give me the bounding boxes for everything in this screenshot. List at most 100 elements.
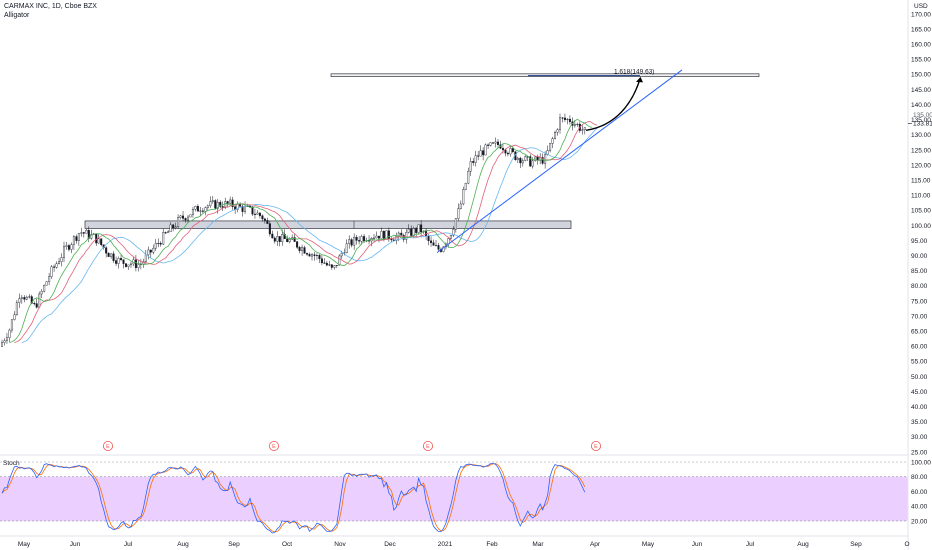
candle [43, 284, 46, 293]
candle-body [134, 259, 137, 268]
candle-body [15, 302, 18, 315]
candle [469, 157, 472, 176]
time-tick-label: Mar [532, 541, 544, 548]
earnings-marker-label: E [272, 444, 276, 450]
price-tick-label: 80.00 [911, 283, 928, 290]
candle [311, 253, 314, 261]
candle-body [199, 210, 202, 212]
candle [60, 253, 63, 267]
candle-body [315, 254, 318, 256]
price-tick-label: 145.00 [911, 87, 931, 94]
candle [105, 246, 108, 258]
candle-body [129, 263, 132, 266]
candle [157, 238, 160, 248]
candle [191, 206, 194, 218]
candle [479, 145, 482, 157]
candle [459, 200, 462, 210]
candle [482, 147, 485, 161]
candle-body [105, 247, 108, 254]
candle-body [559, 117, 562, 130]
time-axis: May Jun Jul Aug Sep Oct Nov Dec 2021 Feb Mar Apr May… [0, 535, 910, 548]
candle-body [164, 232, 167, 234]
candle [129, 261, 132, 268]
candle [348, 235, 351, 249]
candle [531, 157, 534, 169]
candle [147, 246, 150, 260]
price-tick-label: 45.00 [911, 389, 928, 396]
candle-body [430, 240, 433, 243]
candle [417, 224, 420, 235]
earnings-marker-circle [268, 440, 279, 451]
candle-body [1, 342, 4, 347]
candle [53, 264, 56, 272]
candle-body [162, 232, 165, 245]
price-tick-label: 165.00 [911, 26, 931, 33]
time-tick-label: Aug [177, 541, 189, 548]
candle-body [407, 228, 410, 233]
candle-body [172, 224, 175, 228]
alligator-lines [9, 118, 605, 344]
candle-body [568, 118, 571, 122]
candle-body [100, 238, 103, 246]
candle [5, 332, 8, 344]
price-tick-label: 140.00 [911, 102, 931, 109]
candle-body [77, 233, 80, 241]
candle-body [524, 156, 527, 161]
candle-body [301, 247, 304, 251]
time-tick-label: Apr [590, 541, 601, 548]
candle [494, 137, 497, 148]
price-tick-label: 160.00 [911, 42, 931, 49]
candle [278, 236, 281, 247]
support-trendline [436, 69, 683, 254]
candle-body [117, 258, 120, 264]
candle [33, 301, 36, 306]
candle-body [55, 263, 58, 268]
candle [358, 236, 361, 245]
candle [333, 265, 336, 270]
candle [281, 229, 284, 246]
candle [177, 214, 180, 229]
candle-body [380, 230, 383, 239]
candle-body [516, 157, 519, 160]
candle [199, 206, 202, 216]
candle-body [63, 246, 66, 258]
candle-body [521, 160, 524, 164]
candle [568, 115, 571, 125]
candle [253, 208, 256, 219]
candle-body [544, 154, 547, 164]
candle [437, 242, 440, 252]
candle-body [375, 235, 378, 239]
candle [266, 217, 269, 225]
candle-body [70, 244, 73, 250]
candle [221, 201, 224, 211]
candle [407, 224, 410, 234]
price-tick-label: 90.00 [911, 253, 928, 260]
candle-body [462, 189, 465, 205]
candle [112, 251, 115, 263]
time-tick-label: Dec [384, 541, 396, 548]
candle [509, 145, 512, 157]
time-tick-label: O [904, 541, 909, 548]
candle [82, 231, 85, 238]
candle-body [484, 144, 487, 156]
price-tick-label: 70.00 [911, 313, 928, 320]
alligator-teeth-line [14, 120, 598, 344]
candle-body [531, 160, 534, 167]
candle [214, 199, 217, 210]
candle-body [477, 155, 480, 157]
candle-body [541, 157, 544, 164]
candle [306, 252, 309, 257]
candle-body [353, 236, 356, 246]
candle [298, 245, 301, 254]
candle [308, 252, 311, 257]
candle-body [529, 156, 532, 167]
candle-body [28, 296, 31, 298]
candle-body [229, 199, 232, 204]
candle [10, 319, 13, 333]
candle-body [281, 234, 284, 242]
candle-body [519, 157, 522, 164]
candle-body [276, 236, 279, 242]
candle-body [87, 230, 90, 239]
candle-body [360, 236, 363, 242]
